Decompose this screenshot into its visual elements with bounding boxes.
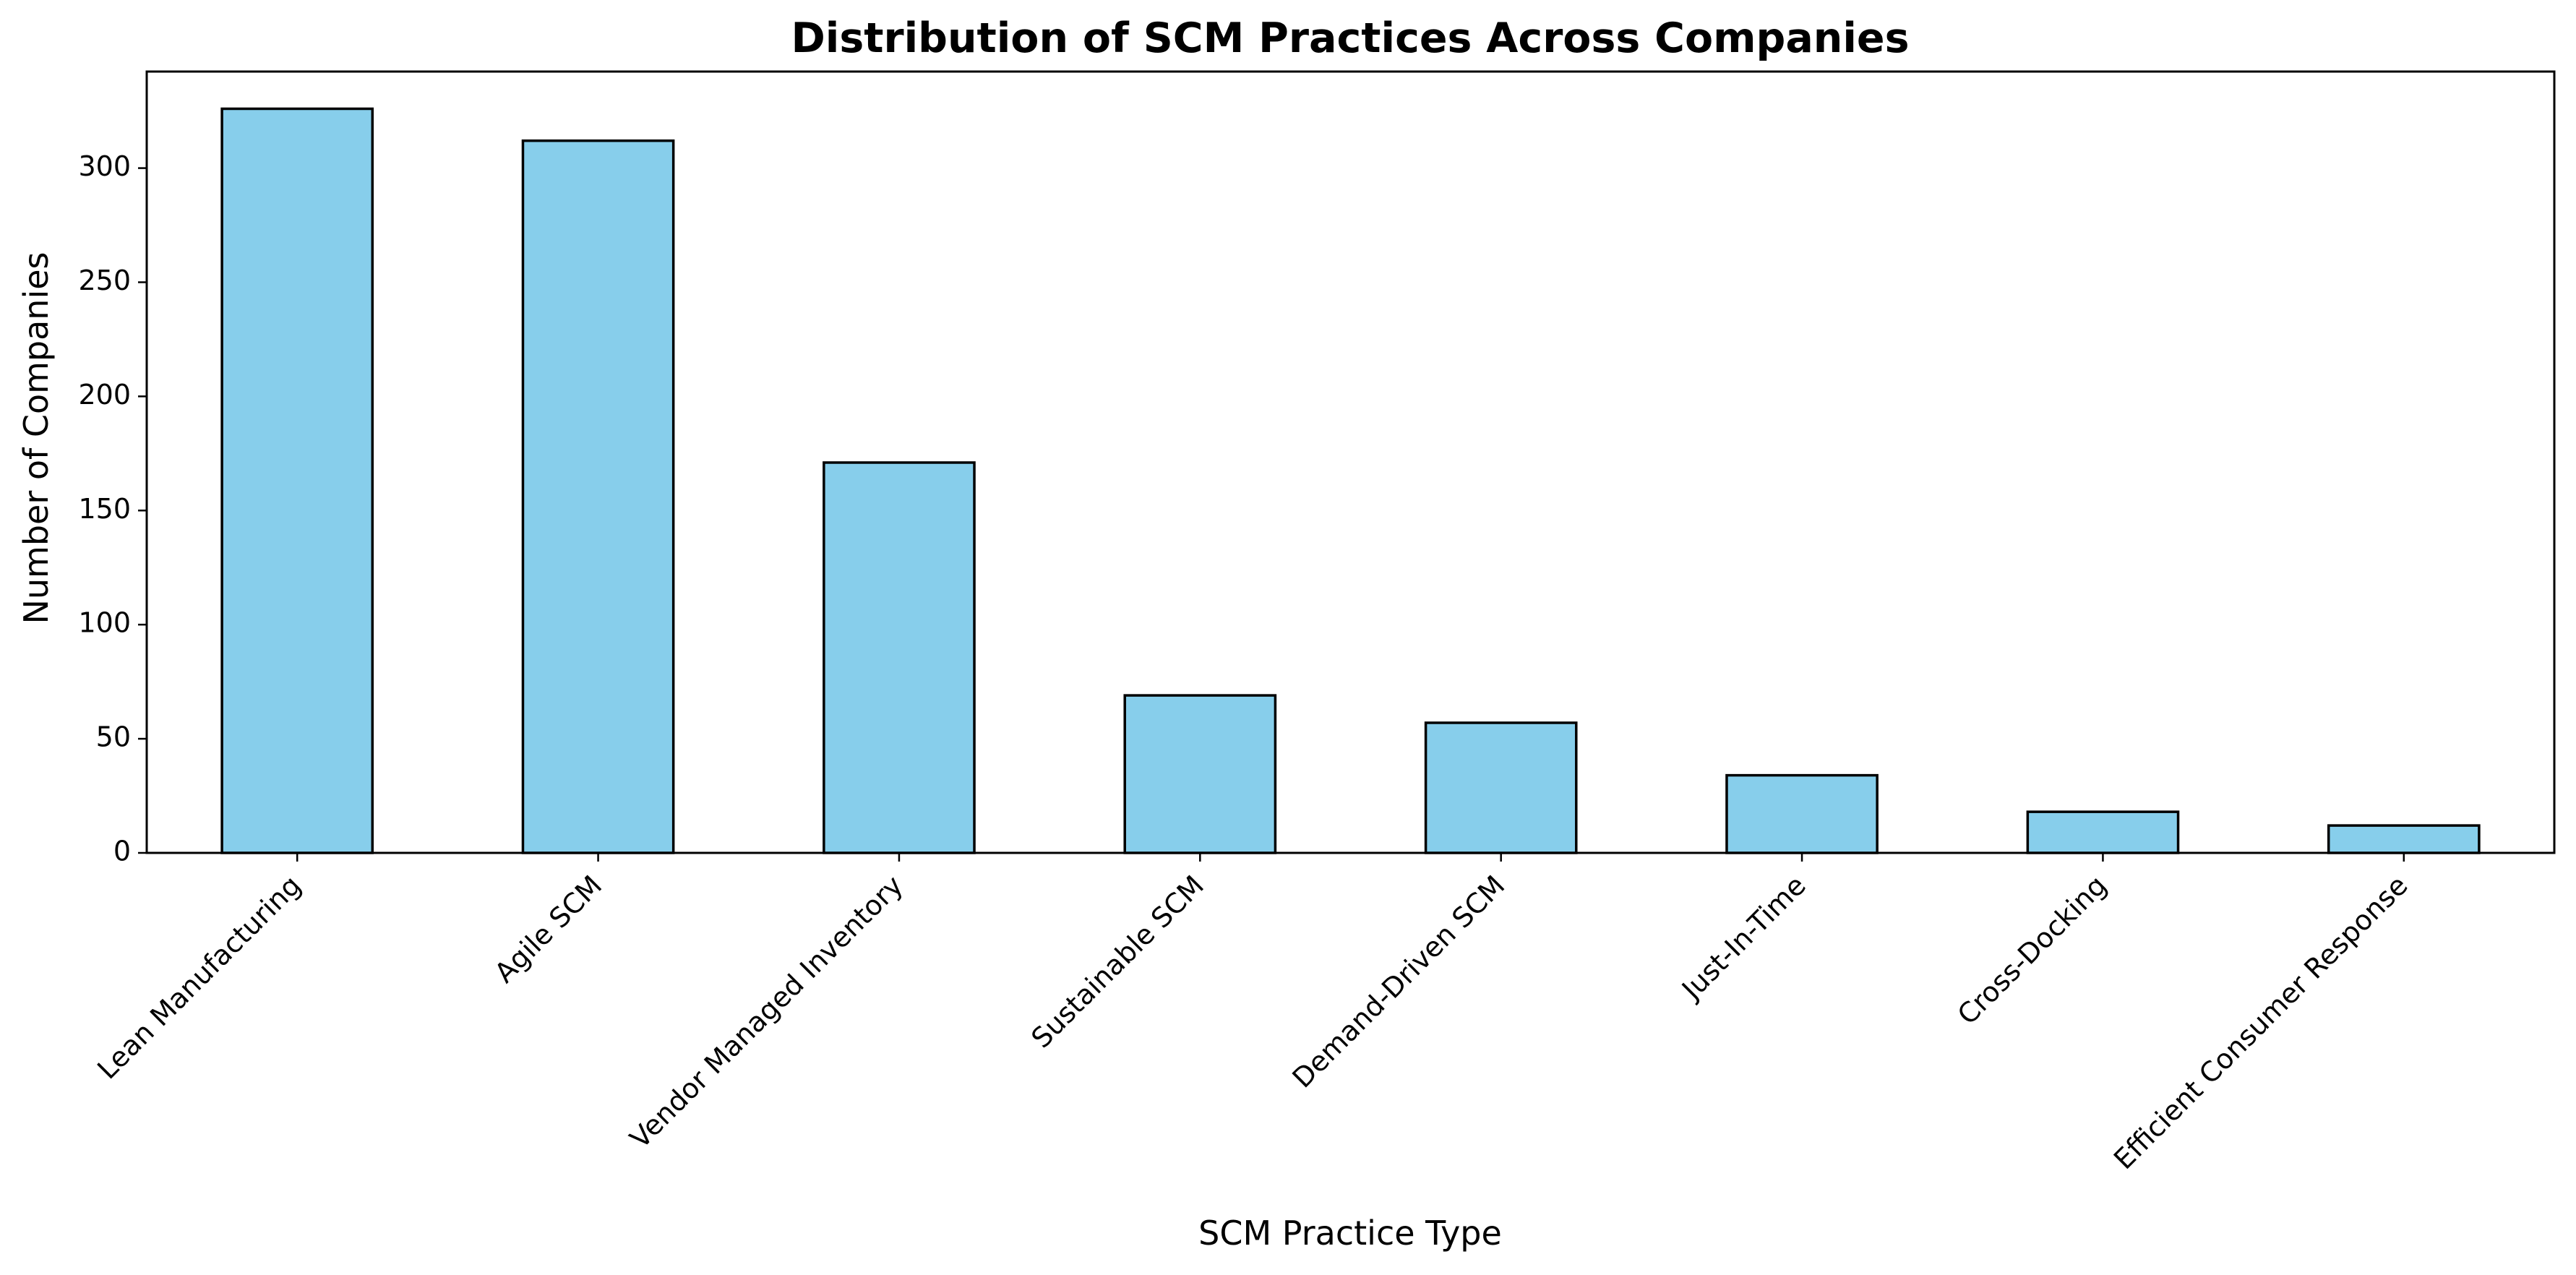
bar-efficient-consumer-response: [2327, 824, 2481, 854]
bars-group: [220, 107, 2481, 854]
axes-frame: [145, 70, 2556, 854]
bar-agile-scm: [521, 139, 675, 854]
bar-cross-docking: [2026, 810, 2180, 854]
y-tick-label: 200: [78, 379, 131, 411]
y-axis-ticks: 0 50 100 150 200 250 300: [78, 150, 147, 867]
y-tick-label: 100: [78, 607, 131, 639]
bar-sustainable-scm: [1123, 694, 1277, 854]
x-axis-label: SCM Practice Type: [1198, 1214, 1502, 1253]
bar-vendor-managed-inventory: [823, 461, 976, 854]
bar-demand-driven-scm: [1424, 721, 1578, 854]
y-tick-label: 0: [113, 836, 131, 867]
y-tick-label: 50: [96, 721, 131, 753]
y-tick-label: 150: [78, 493, 131, 525]
y-axis-label: Number of Companies: [17, 252, 56, 624]
y-tick-label: 250: [78, 265, 131, 296]
chart-title: Distribution of SCM Practices Across Com…: [791, 14, 1909, 62]
bar-just-in-time: [1725, 773, 1879, 854]
bar-lean-manufacturing: [220, 107, 374, 854]
y-tick-label: 300: [78, 150, 131, 182]
